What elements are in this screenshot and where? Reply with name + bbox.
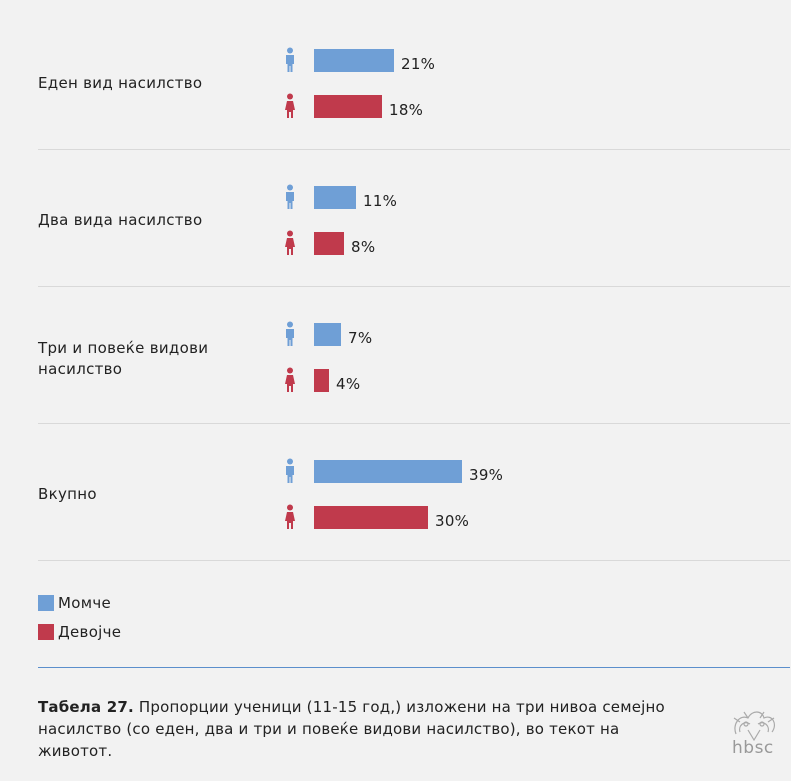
value-label: 21% [401,55,436,73]
legend-swatch-boy [38,595,54,611]
caption-label: Табела 27. [38,698,134,716]
girl-icon [283,504,297,530]
caption-text: Пропорции ученици (11-15 год,) изложени … [38,698,665,760]
row-separator [38,560,790,561]
bar-boy [314,460,462,483]
bar-boy [314,186,356,209]
row-separator [38,149,790,150]
bar-girl [314,95,382,118]
legend-item-boy: Момче [38,593,111,613]
girl-icon [283,367,297,393]
category-label: Еден вид насилство [38,74,203,92]
legend-item-girl: Девојче [38,622,121,642]
category-label: Три и повеќе видови насилство [38,339,209,378]
caption-divider [38,667,790,668]
category-label: Два вида насилство [38,211,203,229]
boy-icon [283,184,297,210]
bar-girl [314,506,428,529]
legend-label-boy: Момче [58,594,112,612]
row-separator [38,423,790,424]
value-label: 4% [336,375,361,393]
girl-icon [283,230,297,256]
boy-icon [283,47,297,73]
category-label: Вкупно [38,485,97,503]
value-label: 11% [363,192,398,210]
value-label: 39% [469,466,504,484]
row-separator [38,286,790,287]
value-label: 30% [435,512,470,530]
chart-row: Вкупно 39% 30% [18,423,773,560]
chart-panel: Еден вид насилство 21% 18% Два вида насилст… [18,0,790,760]
bar-boy [314,49,394,72]
hbsc-logo-text: hbsc [732,738,774,758]
boy-icon [283,458,297,484]
value-label: 7% [348,329,373,347]
girl-icon [283,93,297,119]
table-caption: Табела 27. Пропорции ученици (11-15 год,… [38,696,698,762]
chart-row: Два вида насилство 11% 8% [18,149,773,286]
bar-girl [314,369,329,392]
value-label: 8% [351,238,376,256]
legend-swatch-girl [38,624,54,640]
legend-label-girl: Девојче [58,623,122,641]
bar-girl [314,232,344,255]
chart-row: Три и повеќе видови насилство 7% 4% [18,286,773,423]
bar-boy [314,323,341,346]
hbsc-logo-icon [733,711,776,742]
value-label: 18% [389,101,424,119]
chart-row: Еден вид насилство 21% 18% [18,12,773,149]
boy-icon [283,321,297,347]
